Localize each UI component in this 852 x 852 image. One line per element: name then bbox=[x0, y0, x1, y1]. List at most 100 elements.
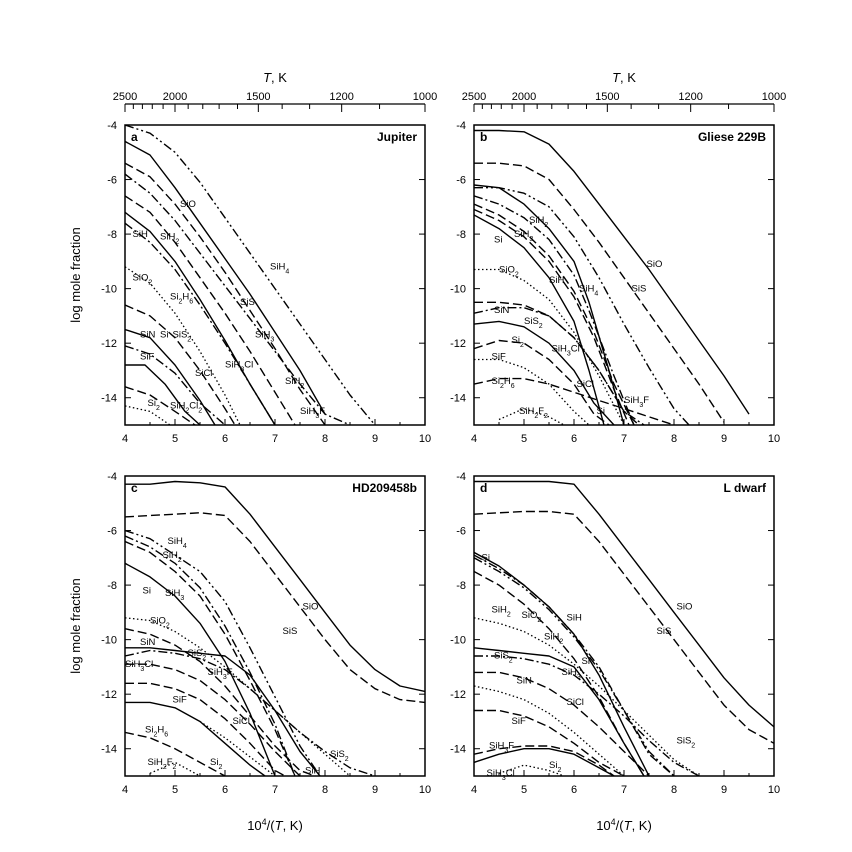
species-label-part: F bbox=[167, 757, 173, 768]
y-tick-label: -8 bbox=[456, 229, 466, 241]
series-line-dashdotdot bbox=[125, 125, 376, 425]
species-label-part: SiCl bbox=[233, 716, 250, 727]
y-tick-label: -10 bbox=[101, 635, 117, 647]
species-label-part: Cl bbox=[189, 401, 198, 412]
x-tick-label: 4 bbox=[471, 784, 477, 796]
series-line-dashed bbox=[125, 386, 196, 425]
top-axis-label-unit: , K bbox=[271, 70, 287, 85]
series-line-dashed bbox=[474, 510, 774, 744]
series-group bbox=[125, 480, 425, 776]
species-label: SiH3 bbox=[255, 330, 274, 344]
species-label-part: 2 bbox=[166, 622, 170, 629]
species-label-part: F bbox=[643, 395, 649, 406]
species-label-part: SiH bbox=[624, 395, 639, 406]
species-label-part: SiH bbox=[125, 659, 140, 670]
species-label-part: SiO bbox=[647, 259, 663, 270]
species-label-part: H bbox=[157, 724, 164, 735]
species-label: SiN bbox=[494, 305, 509, 316]
species-label-part: SiH bbox=[133, 229, 148, 240]
species-label-part: SiO bbox=[133, 272, 149, 283]
species-label: SiF bbox=[140, 352, 154, 363]
species-label-part: Si bbox=[512, 335, 520, 346]
series-line-dotted bbox=[498, 764, 565, 776]
species-label-part: SiS bbox=[188, 648, 203, 659]
plot-frame bbox=[473, 475, 775, 777]
top-axis-label-symbol: T bbox=[263, 70, 272, 85]
species-label: Si bbox=[160, 330, 168, 341]
x-tick-label: 6 bbox=[571, 784, 577, 796]
series-line-dashed bbox=[474, 203, 635, 425]
species-label-part: 2 bbox=[537, 616, 541, 623]
x-tick-label: 6 bbox=[222, 433, 228, 445]
y-axis-label-top: log mole fraction bbox=[68, 227, 83, 322]
species-label-part: 3 bbox=[180, 595, 184, 602]
top-tick-label: 2500 bbox=[462, 91, 486, 103]
species-label: Si2 bbox=[512, 335, 524, 349]
species-label-part: SiH bbox=[579, 283, 594, 294]
panel-letter: b bbox=[480, 130, 487, 144]
species-label-part: 2 bbox=[218, 764, 222, 771]
x-axis-label-part: T bbox=[624, 818, 633, 833]
species-label-part: 2 bbox=[175, 238, 179, 245]
series-line-dashdotdot bbox=[474, 187, 690, 425]
top-axis-label-right: T, K bbox=[612, 70, 636, 85]
species-label-part: Si bbox=[145, 724, 153, 735]
species-label-part: SiF bbox=[173, 694, 187, 705]
panel-b: 4 5 6 7 8 9 10 -4 -6 -8 -10 -12 -14 2500 2000 1500 1200 1… bbox=[450, 91, 786, 445]
species-label-part: SiH bbox=[514, 229, 529, 240]
species-label-part: 3 bbox=[140, 665, 144, 672]
panel-letter: d bbox=[480, 481, 487, 495]
series-line-dashdot bbox=[125, 535, 296, 776]
species-label-part: SiH bbox=[225, 360, 240, 371]
species-label-part: SiF bbox=[512, 716, 526, 727]
species-label-part: SiH bbox=[489, 741, 504, 752]
species-label-part: SiCl bbox=[567, 697, 584, 708]
species-label: SiS2 bbox=[494, 651, 513, 665]
y-tick-label: -8 bbox=[107, 580, 117, 592]
species-label-part: SiH bbox=[544, 632, 559, 643]
panel-letter: c bbox=[131, 481, 138, 495]
species-label: SiH bbox=[549, 275, 564, 286]
series-group bbox=[474, 129, 750, 425]
x-tick-label: 5 bbox=[172, 784, 178, 796]
species-label-part: Si bbox=[210, 757, 218, 768]
species-label-part: SiS bbox=[657, 626, 672, 637]
species-label: SiH3 bbox=[562, 667, 581, 681]
species-label: SiH bbox=[567, 613, 582, 624]
series-line-dashdotdot bbox=[474, 557, 675, 776]
species-label-part: Cl bbox=[506, 768, 515, 779]
species-label-part: 6 bbox=[189, 298, 193, 305]
species-label-part: SiH bbox=[562, 667, 577, 678]
species-label-part: SiH bbox=[567, 613, 582, 624]
species-label: SiH2 bbox=[163, 550, 182, 564]
species-label-part: SiCl bbox=[195, 368, 212, 379]
species-label: Si bbox=[482, 553, 490, 564]
species-label-part: 2 bbox=[178, 556, 182, 563]
species-label: SiH4 bbox=[579, 283, 598, 297]
species-label-part: Si bbox=[549, 760, 557, 771]
species-label: Si2 bbox=[210, 757, 222, 771]
species-label: Si bbox=[582, 656, 590, 667]
x-axis-label-part: /( bbox=[616, 818, 625, 833]
species-label-part: SiS bbox=[173, 330, 188, 341]
species-label-part: 2 bbox=[148, 279, 152, 286]
species-label-part: 4 bbox=[594, 290, 598, 297]
species-label: SiO2 bbox=[133, 272, 153, 286]
species-label: SiS2 bbox=[330, 749, 349, 763]
species-label-part: H bbox=[182, 292, 189, 303]
y-tick-label: -14 bbox=[450, 393, 466, 405]
y-tick-label: -8 bbox=[107, 229, 117, 241]
panel-title: HD209458b bbox=[352, 481, 417, 495]
species-label: SiS2 bbox=[524, 316, 543, 330]
panel-title: L dwarf bbox=[724, 481, 767, 495]
x-axis-label-right: 104/(T, K) bbox=[596, 817, 652, 833]
y-tick-label: -12 bbox=[101, 338, 117, 350]
species-label-part: 3 bbox=[270, 336, 274, 343]
species-label: SiH3Cl bbox=[552, 343, 580, 357]
panel-letter: a bbox=[131, 130, 138, 144]
top-axis-label-unit: , K bbox=[620, 70, 636, 85]
species-label-part: 2 bbox=[178, 298, 182, 305]
x-tick-label: 7 bbox=[621, 784, 627, 796]
species-label-part: 2 bbox=[202, 655, 206, 662]
